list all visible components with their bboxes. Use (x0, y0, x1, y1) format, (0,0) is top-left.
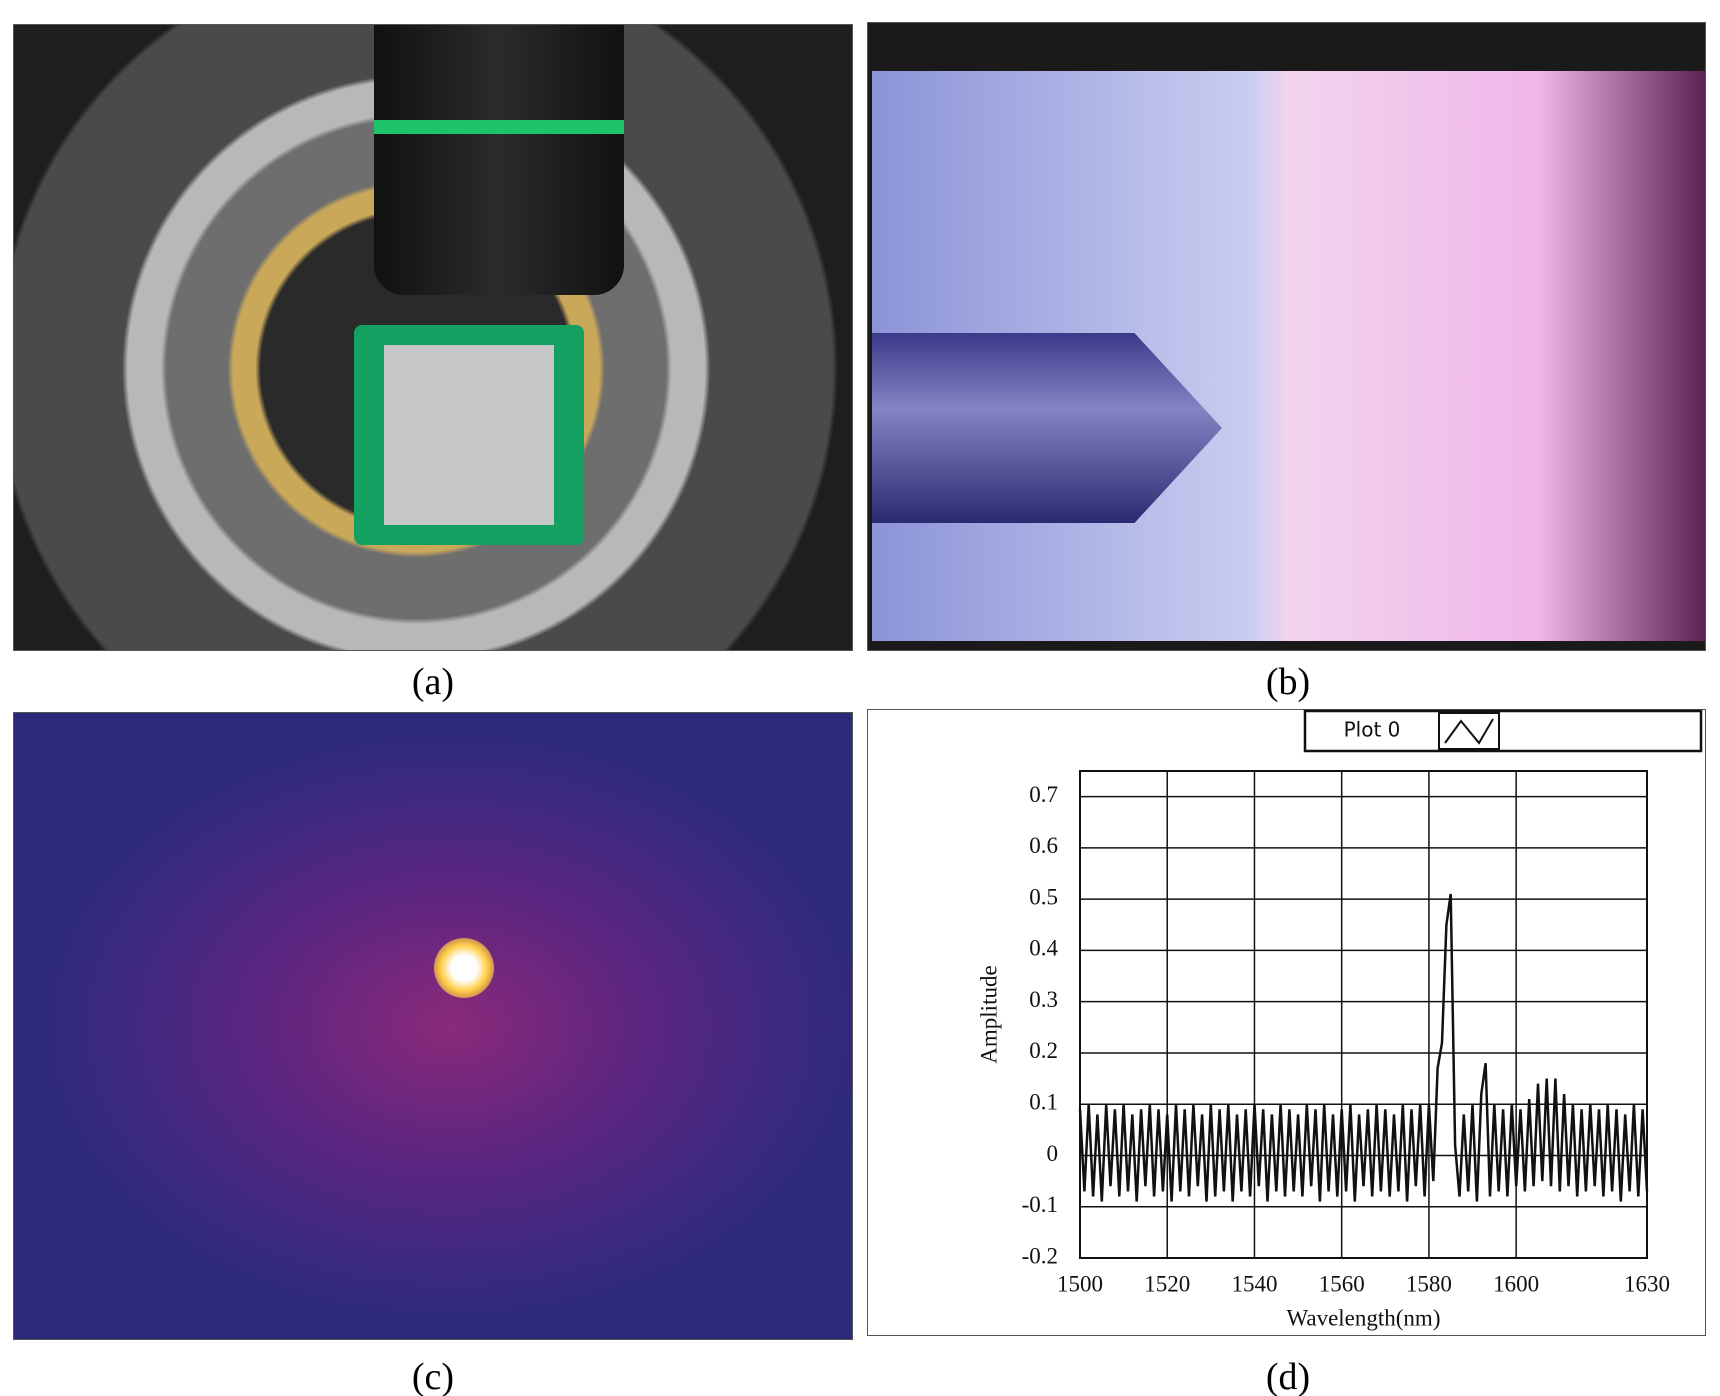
x-tick-label: 1540 (1231, 1271, 1277, 1296)
panel-label: (c) (411, 1356, 455, 1396)
y-tick-label: 0.1 (1029, 1089, 1058, 1114)
plot-frame (1079, 770, 1648, 1259)
x-tick-label: 1580 (1406, 1271, 1452, 1296)
panel-label: (b) (1265, 661, 1311, 703)
y-tick-label: 0.5 (1029, 884, 1058, 909)
photo-speckle (13, 712, 853, 1340)
y-axis-label: Amplitude (976, 965, 1001, 1063)
photo-microscope (867, 22, 1706, 651)
x-tick-label: 1560 (1319, 1271, 1365, 1296)
panel-label: (d) (1265, 1356, 1311, 1396)
y-tick-label: -0.2 (1022, 1243, 1058, 1268)
chart-frame (867, 709, 1706, 1336)
x-tick-label: 1600 (1493, 1271, 1539, 1296)
y-tick-label: 0.4 (1029, 936, 1058, 961)
legend-label: Plot 0 (1344, 718, 1401, 742)
photo-stage (13, 24, 853, 651)
x-tick-label: 1630 (1624, 1271, 1670, 1296)
y-tick-label: 0.7 (1029, 782, 1058, 807)
chart: -0.2 -0.1 0 0.1 0.2 0.3 0.4 0.5 0.6 0.7 1500 1520 15… (867, 709, 1706, 1336)
y-tick-label: 0 (1047, 1141, 1059, 1166)
y-tick-label: 0.2 (1029, 1038, 1058, 1063)
legend-box (1303, 709, 1703, 753)
y-tick-label: -0.1 (1022, 1192, 1058, 1217)
legend-swatch (1444, 718, 1494, 745)
x-tick-label: 1500 (1057, 1271, 1103, 1296)
y-tick-label: 0.6 (1029, 833, 1058, 858)
x-tick-label: 1520 (1144, 1271, 1190, 1296)
panel-label: (a) (411, 661, 455, 703)
y-tick-label: 0.3 (1029, 987, 1058, 1012)
x-axis-label: Wavelength(nm) (1287, 1305, 1441, 1330)
data-line (1078, 893, 1649, 1202)
